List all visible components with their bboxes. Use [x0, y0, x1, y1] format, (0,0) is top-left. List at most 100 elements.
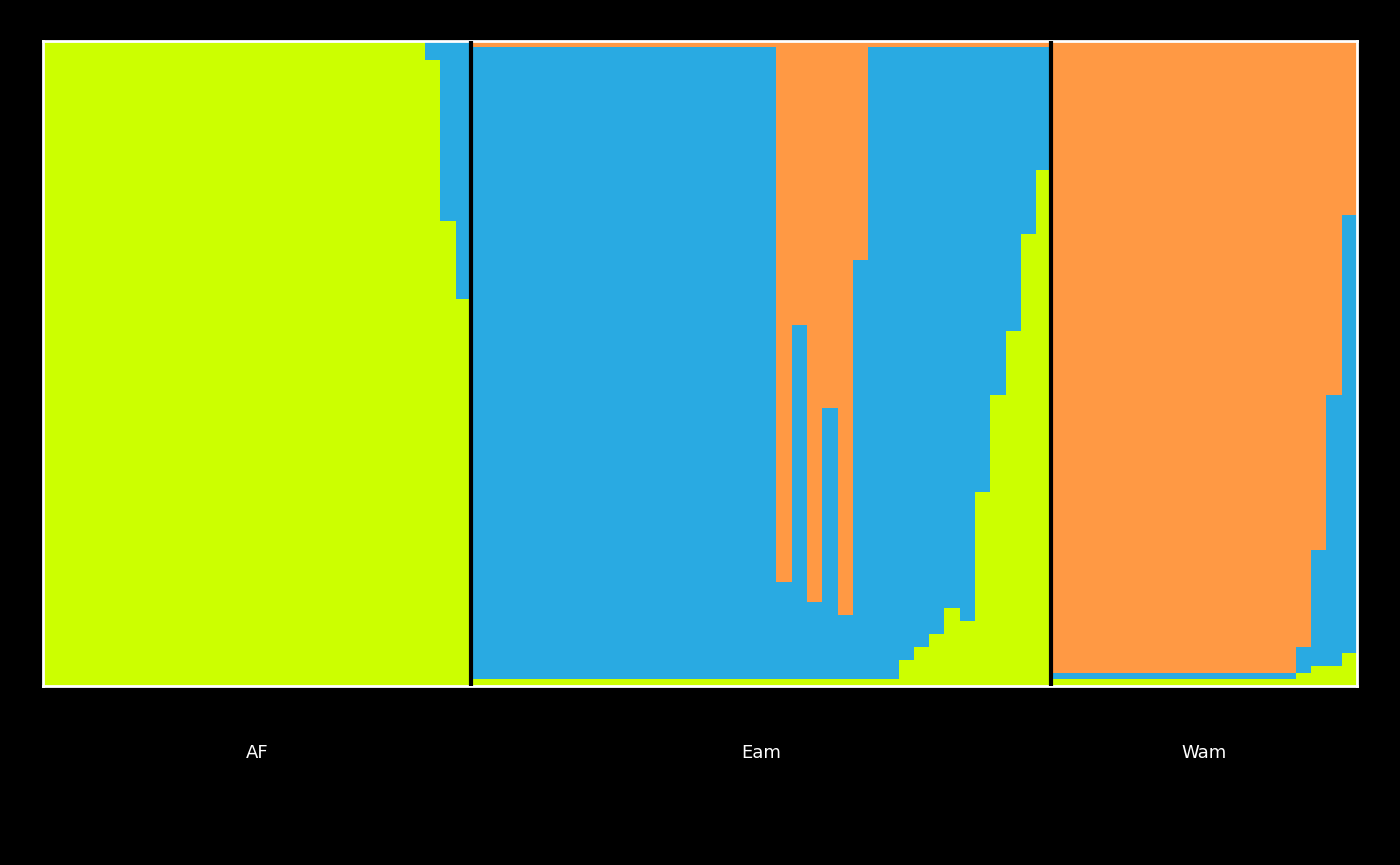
- Bar: [1128, 41, 1142, 673]
- Bar: [1128, 679, 1142, 686]
- Bar: [837, 615, 853, 679]
- Bar: [547, 48, 563, 679]
- Bar: [1204, 41, 1219, 673]
- Bar: [899, 48, 914, 660]
- Bar: [1067, 673, 1082, 679]
- Bar: [1281, 679, 1296, 686]
- Bar: [486, 679, 501, 686]
- Bar: [822, 41, 837, 408]
- Bar: [685, 679, 700, 686]
- Bar: [517, 48, 532, 679]
- Bar: [746, 48, 762, 679]
- Bar: [379, 41, 395, 686]
- Bar: [1142, 41, 1158, 673]
- Bar: [914, 48, 930, 647]
- Bar: [990, 395, 1005, 686]
- Bar: [1204, 673, 1219, 679]
- Bar: [501, 679, 517, 686]
- Bar: [1082, 41, 1098, 673]
- Bar: [791, 679, 806, 686]
- Bar: [883, 679, 899, 686]
- Bar: [1219, 41, 1235, 673]
- Bar: [578, 679, 594, 686]
- Bar: [1250, 673, 1266, 679]
- Bar: [517, 679, 532, 686]
- Bar: [1250, 679, 1266, 686]
- Bar: [990, 48, 1005, 395]
- Bar: [563, 41, 578, 48]
- Bar: [868, 41, 883, 48]
- Bar: [440, 221, 455, 686]
- Bar: [1113, 41, 1128, 673]
- Bar: [930, 634, 945, 686]
- Bar: [609, 679, 623, 686]
- Bar: [914, 41, 930, 48]
- Bar: [1158, 673, 1173, 679]
- Bar: [1312, 666, 1326, 686]
- Bar: [1128, 673, 1142, 679]
- Bar: [1296, 647, 1312, 673]
- Bar: [623, 41, 638, 48]
- Bar: [945, 48, 960, 608]
- Bar: [638, 679, 654, 686]
- Bar: [853, 41, 868, 260]
- Bar: [1250, 41, 1266, 673]
- Bar: [945, 41, 960, 48]
- Bar: [242, 41, 258, 686]
- Bar: [669, 41, 685, 48]
- Bar: [746, 41, 762, 48]
- Bar: [1266, 673, 1281, 679]
- Bar: [1005, 331, 1021, 686]
- Bar: [806, 679, 822, 686]
- Bar: [777, 41, 791, 582]
- Bar: [762, 41, 777, 48]
- Bar: [883, 48, 899, 679]
- Bar: [1173, 41, 1189, 673]
- Bar: [455, 298, 470, 686]
- Bar: [868, 679, 883, 686]
- Bar: [1098, 41, 1113, 673]
- Bar: [395, 41, 410, 686]
- Bar: [960, 41, 974, 48]
- Bar: [1341, 653, 1357, 686]
- Bar: [609, 48, 623, 679]
- Bar: [578, 48, 594, 679]
- Bar: [272, 41, 287, 686]
- Bar: [1051, 673, 1067, 679]
- Bar: [470, 679, 486, 686]
- Bar: [1312, 550, 1326, 666]
- Bar: [731, 41, 746, 48]
- Bar: [1173, 673, 1189, 679]
- Bar: [654, 679, 669, 686]
- Bar: [532, 41, 547, 48]
- Bar: [594, 41, 609, 48]
- Bar: [974, 41, 990, 48]
- Bar: [700, 48, 715, 679]
- Bar: [822, 679, 837, 686]
- Bar: [165, 41, 181, 686]
- Bar: [486, 48, 501, 679]
- Bar: [1036, 170, 1051, 686]
- Bar: [623, 48, 638, 679]
- Bar: [1235, 673, 1250, 679]
- Bar: [1296, 41, 1312, 647]
- Bar: [119, 41, 134, 686]
- Bar: [104, 41, 119, 686]
- Bar: [426, 61, 440, 686]
- Bar: [1189, 673, 1204, 679]
- Bar: [837, 41, 853, 615]
- Text: Wam: Wam: [1182, 744, 1226, 761]
- Bar: [623, 679, 638, 686]
- Bar: [791, 41, 806, 324]
- Bar: [960, 621, 974, 686]
- Bar: [594, 679, 609, 686]
- Bar: [258, 41, 272, 686]
- Bar: [1113, 673, 1128, 679]
- Bar: [455, 41, 470, 298]
- Bar: [547, 679, 563, 686]
- Bar: [563, 48, 578, 679]
- Bar: [364, 41, 379, 686]
- Bar: [746, 679, 762, 686]
- Bar: [806, 602, 822, 679]
- Bar: [853, 679, 868, 686]
